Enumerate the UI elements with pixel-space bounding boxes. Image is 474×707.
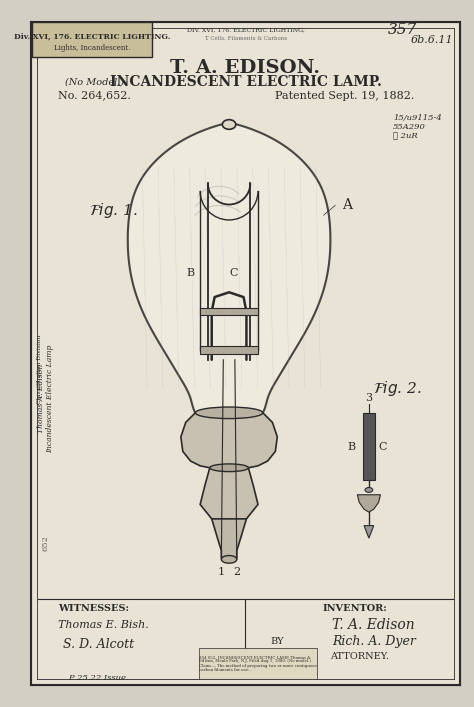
Text: Thomas E. Bish.: Thomas E. Bish. <box>58 620 149 630</box>
FancyBboxPatch shape <box>32 23 152 57</box>
Text: WITNESSES:: WITNESSES: <box>59 604 129 613</box>
Ellipse shape <box>210 464 248 472</box>
Text: No. 264,652.: No. 264,652. <box>58 90 130 100</box>
Text: C: C <box>229 268 238 278</box>
Bar <box>200 346 258 354</box>
Text: T. A. Edison: T. A. Edison <box>332 618 415 632</box>
Text: DIV. XVI, 176. ELECTRIC LIGHTING,: DIV. XVI, 176. ELECTRIC LIGHTING, <box>187 28 304 33</box>
Polygon shape <box>364 525 374 538</box>
Text: P. 25.22 Issue.: P. 25.22 Issue. <box>69 674 129 682</box>
Text: Thomas A. Edison
Incandescent Electric Lamp: Thomas A. Edison Incandescent Electric L… <box>37 344 55 452</box>
Text: INVENTOR:: INVENTOR: <box>322 604 387 613</box>
Polygon shape <box>181 413 277 469</box>
Text: 1: 1 <box>218 567 225 577</box>
Text: 357: 357 <box>388 23 417 37</box>
Polygon shape <box>357 495 381 512</box>
Text: S. D. Alcott: S. D. Alcott <box>64 638 135 650</box>
Text: C: C <box>378 442 387 452</box>
Text: 6b.6.11: 6b.6.11 <box>410 35 453 45</box>
Text: 2: 2 <box>233 567 240 577</box>
Text: $\mathcal{F}ig$. 2.: $\mathcal{F}ig$. 2. <box>374 379 422 398</box>
Polygon shape <box>200 468 258 524</box>
Text: Div. XVI, 176. ELECTRIC LIGHTING.: Div. XVI, 176. ELECTRIC LIGHTING. <box>14 33 170 41</box>
Text: INCANDESCENT ELECTRIC LAMP.: INCANDESCENT ELECTRIC LAMP. <box>109 75 382 89</box>
Ellipse shape <box>195 407 263 419</box>
Text: B: B <box>347 442 356 452</box>
Bar <box>363 413 374 480</box>
Text: Classification Division: Classification Division <box>36 334 42 404</box>
Ellipse shape <box>365 488 373 492</box>
Text: BY: BY <box>271 637 284 645</box>
Text: 3: 3 <box>365 393 373 403</box>
Text: T. A. EDISON.: T. A. EDISON. <box>171 59 320 76</box>
Text: 264,652. INCANDESCENT ELECTRIC LAMP. Thomas A.
Edison, Menlo Park, N.J. Filed Au: 264,652. INCANDESCENT ELECTRIC LAMP. Tho… <box>199 655 317 672</box>
Text: Rich. A. Dyer: Rich. A. Dyer <box>332 635 416 648</box>
Text: Lights, Incandescent.: Lights, Incandescent. <box>54 45 130 52</box>
Text: T. Cells, Filaments & Carbons: T. Cells, Filaments & Carbons <box>204 35 287 40</box>
Text: Patented Sept. 19, 1882.: Patented Sept. 19, 1882. <box>275 90 414 100</box>
Text: (No Model.): (No Model.) <box>64 78 124 86</box>
Polygon shape <box>128 124 330 427</box>
Text: 15/u9115-4
55A290
ℓ 2uR: 15/u9115-4 55A290 ℓ 2uR <box>393 114 442 140</box>
Text: B: B <box>186 268 194 278</box>
Text: 652: 652 <box>42 535 50 551</box>
Ellipse shape <box>221 556 237 563</box>
Polygon shape <box>31 23 459 684</box>
Ellipse shape <box>222 119 236 129</box>
Text: $\mathcal{F}ig$. 1.: $\mathcal{F}ig$. 1. <box>89 201 138 220</box>
Text: A: A <box>342 199 352 213</box>
Text: ATTORNEY.: ATTORNEY. <box>330 653 389 661</box>
FancyBboxPatch shape <box>199 648 317 679</box>
Bar <box>200 308 258 315</box>
Polygon shape <box>212 519 246 559</box>
